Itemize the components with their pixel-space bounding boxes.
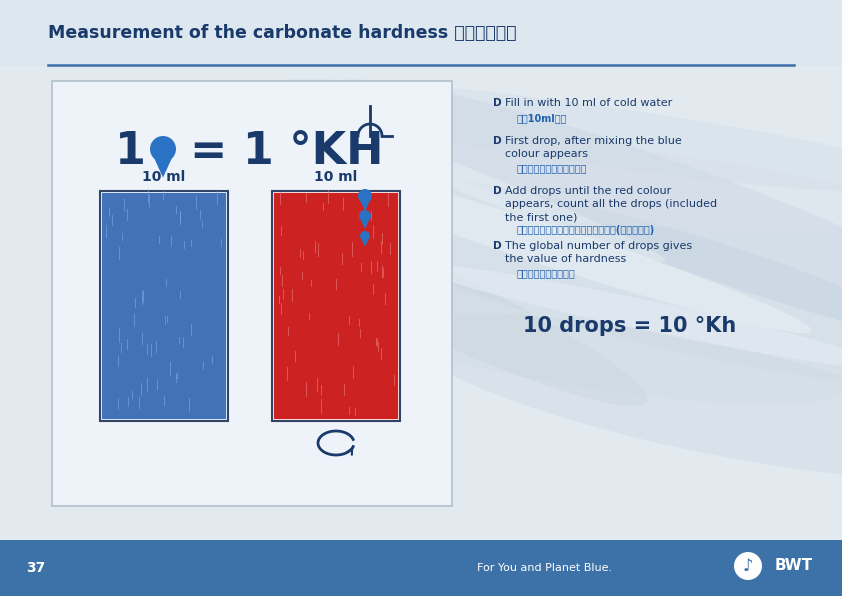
FancyBboxPatch shape [52, 81, 452, 506]
Text: For You and Planet Blue.: For You and Planet Blue. [477, 563, 613, 573]
Text: Add drops until the red colour
appears, count all the drops (included
the first : Add drops until the red colour appears, … [505, 186, 717, 222]
Ellipse shape [102, 123, 842, 229]
Text: 37: 37 [26, 561, 45, 575]
Bar [100, 191, 228, 421]
Ellipse shape [328, 79, 842, 353]
Circle shape [358, 189, 372, 203]
Text: 10 drops = 10 °Kh: 10 drops = 10 °Kh [524, 316, 737, 336]
Text: First drop, after mixing the blue
colour appears: First drop, after mixing the blue colour… [505, 136, 682, 159]
Ellipse shape [289, 159, 812, 333]
Polygon shape [360, 236, 370, 247]
Circle shape [360, 231, 370, 241]
Ellipse shape [407, 313, 842, 479]
Text: D: D [493, 136, 502, 146]
Polygon shape [150, 149, 176, 178]
Text: D: D [493, 241, 502, 251]
Ellipse shape [281, 169, 842, 384]
Bar [0, 0, 842, 66]
Text: D: D [493, 98, 502, 108]
Text: Fill in with 10 ml of cold water: Fill in with 10 ml of cold water [505, 98, 672, 108]
Circle shape [359, 210, 371, 222]
Text: 滴一滴，混合後到出現藍色: 滴一滴，混合後到出現藍色 [517, 163, 588, 173]
Text: Measurement of the carbonate hardness 測量碳的硬度: Measurement of the carbonate hardness 測量… [48, 24, 516, 42]
Polygon shape [359, 216, 371, 229]
Text: ♪: ♪ [743, 557, 754, 575]
Text: D: D [493, 186, 502, 196]
Ellipse shape [415, 264, 842, 368]
Bar [102, 193, 226, 419]
Bar [0, 540, 842, 596]
Text: The global number of drops gives
the value of hardness: The global number of drops gives the val… [505, 241, 692, 264]
Bar [272, 191, 400, 421]
Ellipse shape [253, 79, 842, 193]
Text: 10 ml: 10 ml [314, 170, 358, 184]
Text: 滴的總數會顯示水硬度: 滴的總數會顯示水硬度 [517, 268, 576, 278]
Text: 1: 1 [115, 129, 146, 172]
Text: = 1 °KH: = 1 °KH [190, 129, 383, 172]
Text: BWT: BWT [775, 558, 813, 573]
Polygon shape [358, 196, 372, 212]
Text: 提供10ml的水: 提供10ml的水 [517, 113, 568, 123]
Circle shape [734, 552, 762, 580]
Text: 10 ml: 10 ml [142, 170, 185, 184]
Ellipse shape [295, 110, 665, 262]
Ellipse shape [254, 268, 842, 405]
Text: 滴著一直到紅色出現，計算所有的滴數(包含第一滴): 滴著一直到紅色出現，計算所有的滴數(包含第一滴) [517, 225, 655, 235]
Circle shape [150, 136, 176, 162]
Bar [274, 193, 398, 419]
Ellipse shape [193, 186, 647, 406]
